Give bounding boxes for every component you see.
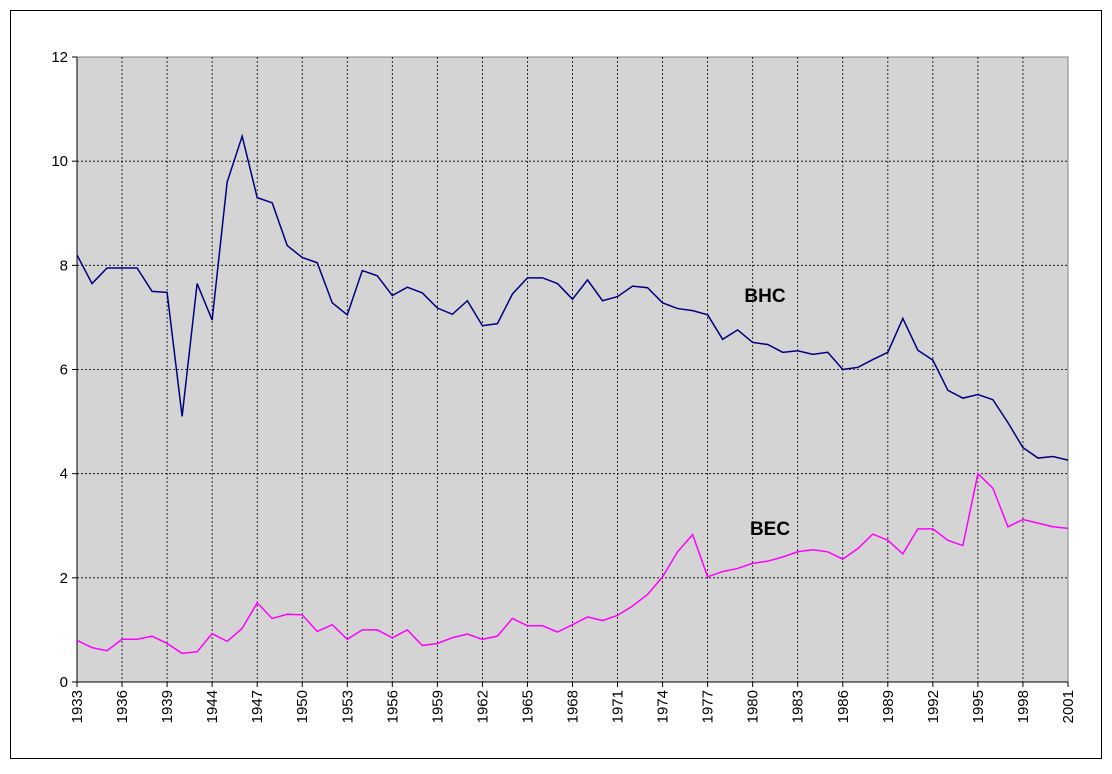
x-tick-label: 1977 <box>700 690 717 723</box>
x-tick-label: 1995 <box>970 690 987 723</box>
x-tick-label: 2001 <box>1060 690 1077 723</box>
y-tick-label: 0 <box>60 674 68 691</box>
x-tick-label: 1950 <box>294 690 311 723</box>
x-tick-label: 1944 <box>204 690 221 723</box>
x-tick-label: 1936 <box>114 690 131 723</box>
x-tick-label: 1983 <box>790 690 807 723</box>
x-tick-label: 1968 <box>565 690 582 723</box>
x-tick-label: 1933 <box>69 690 86 723</box>
series-label: BEC <box>750 519 790 540</box>
x-tick-label: 1971 <box>610 690 627 723</box>
x-tick-label: 1974 <box>655 690 672 723</box>
x-tick-label: 1956 <box>384 690 401 723</box>
x-tick-label: 1959 <box>429 690 446 723</box>
x-tick-label: 1962 <box>474 690 491 723</box>
y-tick-label: 2 <box>60 570 68 587</box>
x-tick-label: 1939 <box>159 690 176 723</box>
line-series <box>76 472 1069 655</box>
line-series <box>76 133 1069 461</box>
x-tick-label: 1989 <box>880 690 897 723</box>
x-tick-label: 1953 <box>339 690 356 723</box>
x-tick-label: 1998 <box>1015 690 1032 723</box>
x-tick-label: 1980 <box>745 690 762 723</box>
x-tick-label: 1992 <box>925 690 942 723</box>
y-tick-label: 12 <box>51 49 68 66</box>
y-tick-label: 10 <box>51 153 68 170</box>
y-tick-label: 4 <box>60 466 68 483</box>
x-tick-label: 1986 <box>835 690 852 723</box>
series-label: BHC <box>744 286 785 307</box>
x-tick-label: 1965 <box>519 690 536 723</box>
y-tick-label: 8 <box>60 257 68 274</box>
y-tick-label: 6 <box>60 362 68 379</box>
x-tick-label: 1947 <box>249 690 266 723</box>
